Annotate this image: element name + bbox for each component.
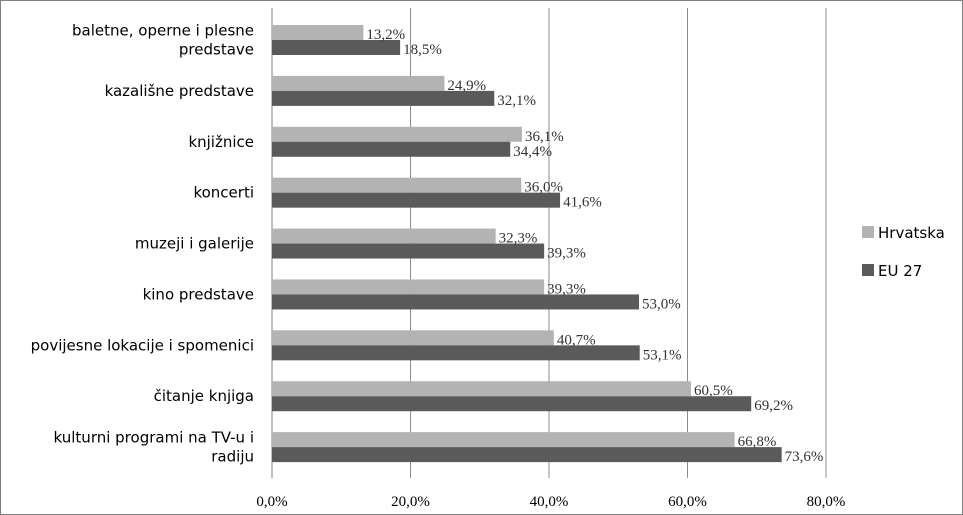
bar-hrvatska <box>272 126 522 142</box>
data-label: 24,9% <box>447 78 486 94</box>
category-label: kino predstave <box>143 285 254 303</box>
bar-hrvatska <box>272 75 445 91</box>
bar-eu27 <box>272 294 640 310</box>
category-label-line: radiju <box>211 448 254 466</box>
bar-hrvatska <box>272 432 735 448</box>
category-label-line: kulturni programi na TV-u i <box>54 429 254 447</box>
legend-label: EU 27 <box>878 262 922 280</box>
data-label: 18,5% <box>403 42 442 58</box>
bar-hrvatska <box>272 177 522 193</box>
category-label: kazališne predstave <box>105 82 254 100</box>
data-label: 36,1% <box>525 129 564 145</box>
bar-hrvatska <box>272 381 691 397</box>
data-label: 60,5% <box>694 383 733 399</box>
x-tick-label: 0,0% <box>256 494 287 510</box>
category-label-line: koncerti <box>193 184 254 202</box>
bar-eu27 <box>272 243 545 259</box>
data-label: 39,3% <box>547 281 586 297</box>
data-label: 39,3% <box>547 246 586 262</box>
x-tick-label: 60,0% <box>668 494 707 510</box>
category-label-line: povijesne lokacije i spomenici <box>31 336 254 354</box>
legend-swatch <box>862 226 874 238</box>
bar-eu27 <box>272 141 511 157</box>
category-label: knjižnice <box>188 133 254 151</box>
category-label: koncerti <box>193 184 254 202</box>
category-label-line: baletne, operne i plesne <box>72 22 254 40</box>
category-label: povijesne lokacije i spomenici <box>31 336 254 354</box>
value-labels: 13,2%18,5% 24,9% 32,1% 36,1%34,4% 36,0%41,6%… <box>366 27 823 465</box>
bar-hrvatska <box>272 279 545 295</box>
x-tick-label: 40,0% <box>530 494 569 510</box>
category-label: muzeji i galerije <box>135 235 254 253</box>
category-label: kulturni programi na TV-u i radiju <box>54 429 254 466</box>
legend-swatch <box>862 264 874 276</box>
data-label: 69,2% <box>754 398 793 414</box>
bar-eu27 <box>272 40 401 55</box>
data-label: 53,0% <box>642 296 681 312</box>
category-labels: baletne, operne i plesne predstave kazališ… <box>31 22 254 466</box>
legend-label: Hrvatska <box>878 224 945 242</box>
bar-eu27 <box>272 396 752 412</box>
data-label: 66,8% <box>738 434 777 450</box>
category-label: čitanje knjiga <box>154 387 254 405</box>
legend: Hrvatska EU 27 <box>862 224 945 280</box>
category-label-line: knjižnice <box>188 133 254 151</box>
category-label-line: kazališne predstave <box>105 82 254 100</box>
category-label-line: čitanje knjiga <box>154 387 254 405</box>
category-label-line: muzeji i galerije <box>135 235 254 253</box>
bar-hrvatska <box>272 228 496 244</box>
data-label: 34,4% <box>513 144 552 160</box>
bar-eu27 <box>272 345 640 361</box>
x-tick-label: 20,0% <box>391 494 430 510</box>
data-label: 53,1% <box>643 347 682 363</box>
data-label: 32,1% <box>497 93 536 109</box>
x-tick-labels: 0,0% 20,0% 40,0% 60,0% 80,0% <box>256 494 845 510</box>
bar-eu27 <box>272 447 782 463</box>
bar-eu27 <box>272 90 495 106</box>
bar-eu27 <box>272 192 561 208</box>
data-label: 41,6% <box>563 195 602 211</box>
category-label-line: kino predstave <box>143 285 254 303</box>
category-label-line: predstave <box>179 41 254 59</box>
data-label: 13,2% <box>366 27 405 43</box>
bar-hrvatska <box>272 25 364 40</box>
data-label: 36,0% <box>524 180 563 196</box>
category-label: baletne, operne i plesne predstave <box>72 22 254 59</box>
bar-hrvatska <box>272 330 554 346</box>
x-tick-label: 80,0% <box>807 494 846 510</box>
data-label: 32,3% <box>499 231 538 247</box>
data-label: 73,6% <box>785 449 824 465</box>
bars <box>272 25 782 463</box>
data-label: 40,7% <box>557 332 596 348</box>
